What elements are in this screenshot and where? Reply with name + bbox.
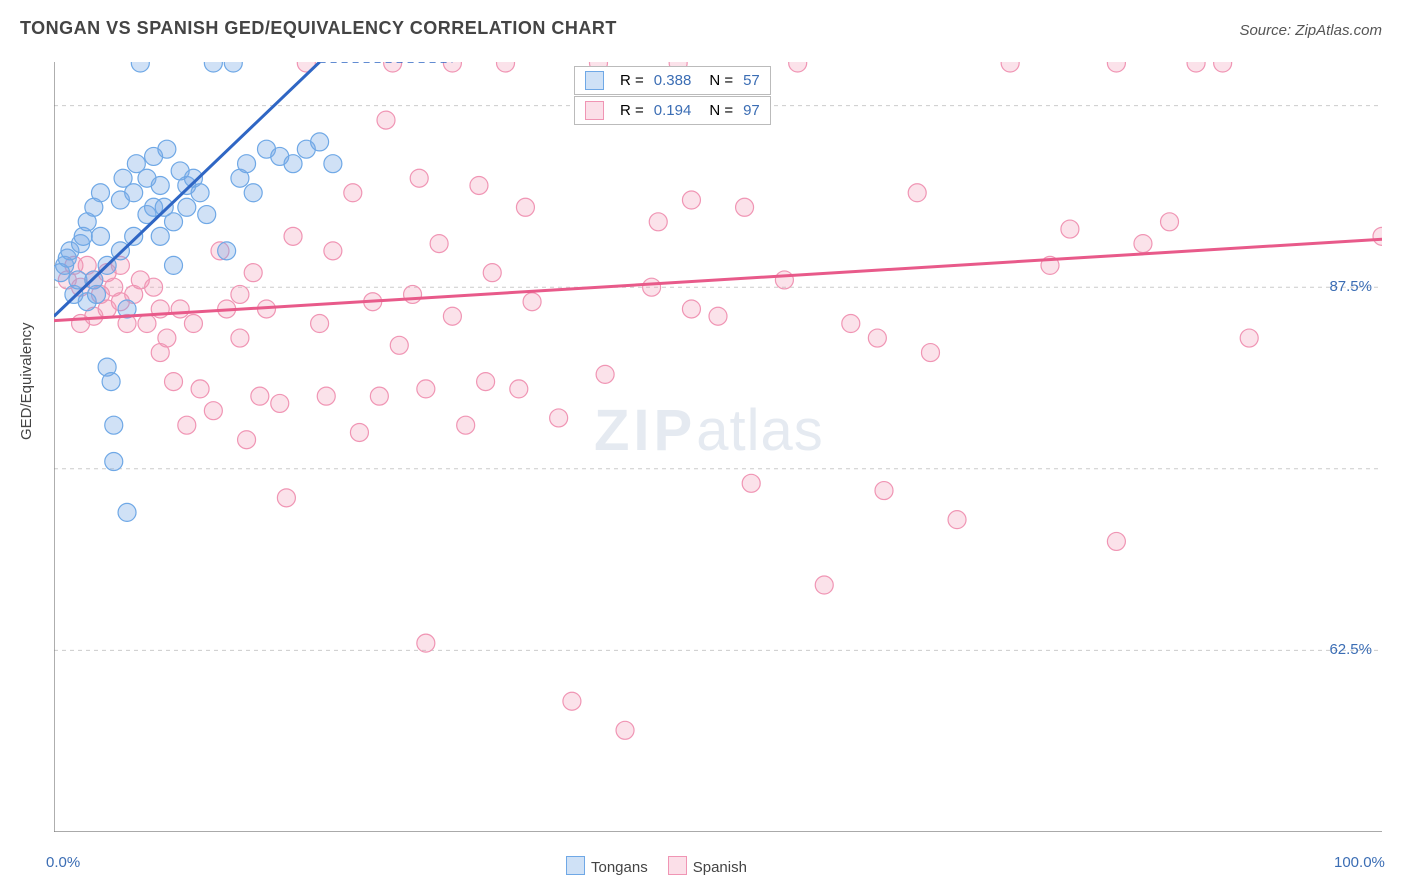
y-axis-label: GED/Equivalency [18,322,35,440]
plot-area: ZIPatlas R = 0.388 N = 57 R = 0.194 N = … [54,62,1382,832]
n-label: N = [709,102,733,119]
r-value: 0.194 [654,102,692,119]
legend-label: Tongans [591,859,648,876]
legend-item-tongans: Tongans [566,856,648,876]
legend-item-spanish: Spanish [668,856,747,876]
xtick-label: 100.0% [1334,854,1385,871]
xtick-label: 0.0% [46,854,80,871]
ytick-label: 62.5% [1312,641,1372,658]
legend-label: Spanish [693,859,747,876]
bottom-legend: Tongans Spanish [566,856,747,876]
ytick-label: 87.5% [1312,278,1372,295]
swatch-spanish-icon [668,856,687,875]
source-label: Source: ZipAtlas.com [1239,22,1382,39]
stats-box-tongans: R = 0.388 N = 57 [574,66,771,95]
r-label: R = [620,72,644,89]
swatch-tongans-icon [585,71,604,90]
chart-svg [54,62,1382,832]
n-label: N = [709,72,733,89]
stats-box-spanish: R = 0.194 N = 97 [574,96,771,125]
n-value: 57 [743,72,760,89]
swatch-spanish-icon [585,101,604,120]
n-value: 97 [743,102,760,119]
swatch-tongans-icon [566,856,585,875]
r-label: R = [620,102,644,119]
r-value: 0.388 [654,72,692,89]
chart-title: TONGAN VS SPANISH GED/EQUIVALENCY CORREL… [20,18,617,39]
